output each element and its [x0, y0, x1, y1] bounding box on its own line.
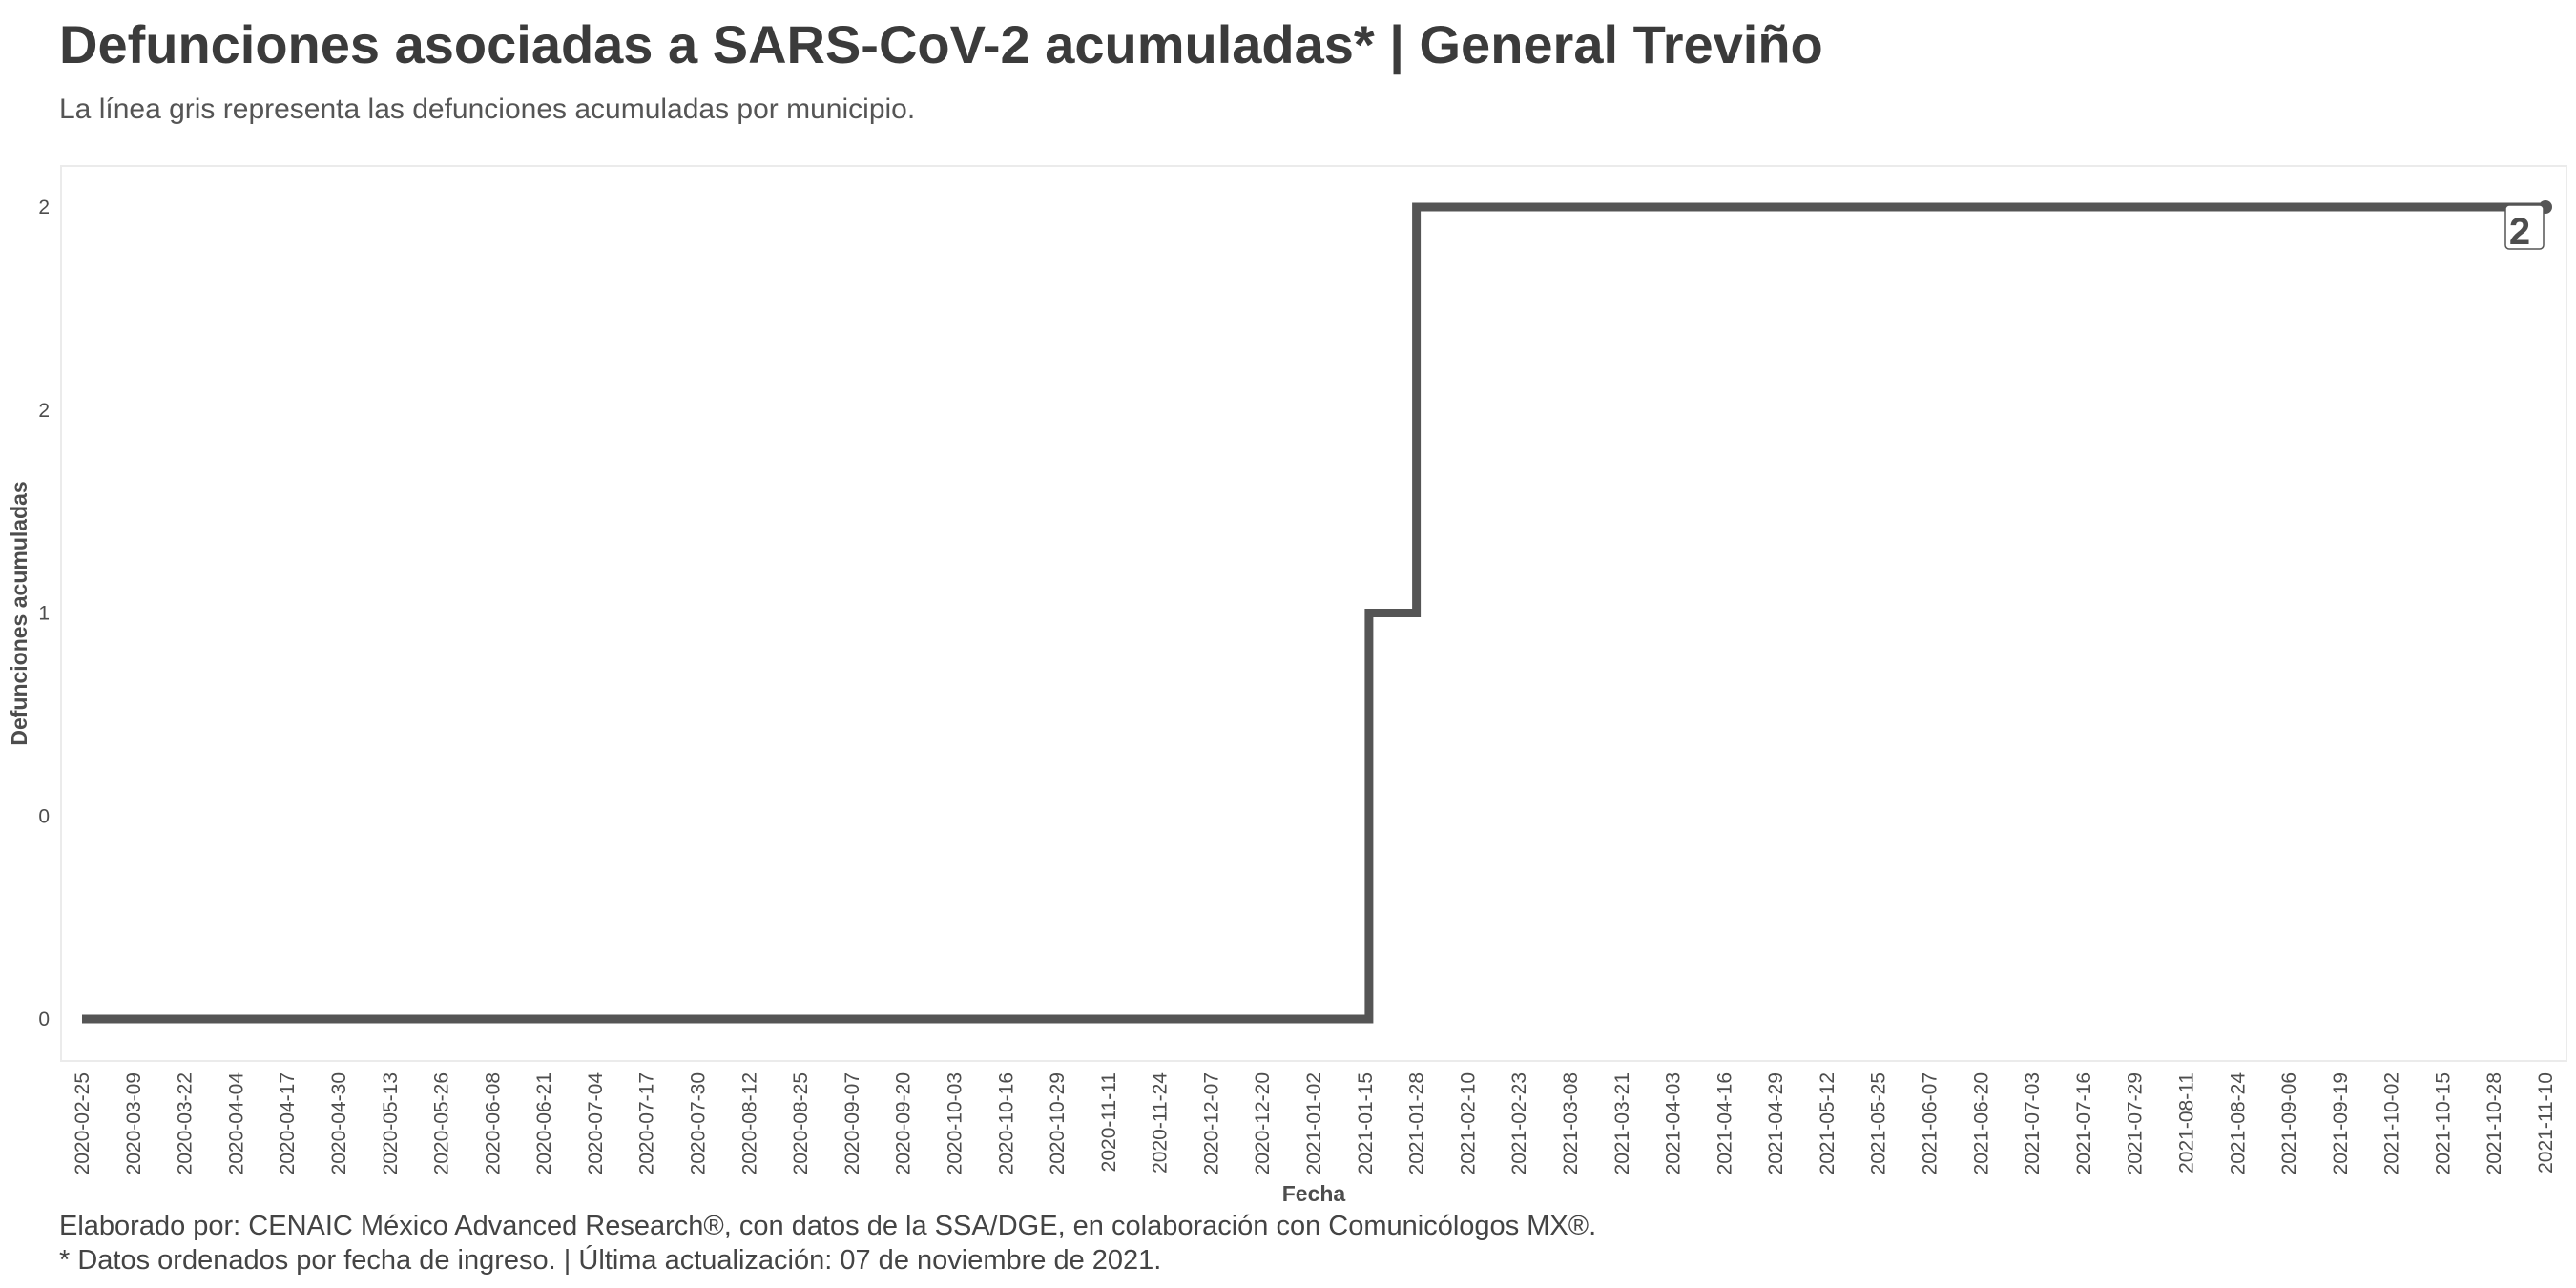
end-label: 2 — [2509, 211, 2530, 253]
end-label-box — [2504, 204, 2545, 250]
x-tick-label: 2021-10-15 — [2432, 1072, 2454, 1174]
x-tick-label: 2020-12-20 — [1252, 1072, 1274, 1174]
x-tick-label: 2020-09-07 — [841, 1072, 863, 1174]
x-tick-label: 2020-06-21 — [533, 1072, 555, 1174]
x-tick-label: 2020-04-17 — [277, 1072, 299, 1174]
x-tick-label: 2021-08-11 — [2175, 1072, 2197, 1174]
x-tick-label: 2021-10-28 — [2483, 1072, 2505, 1174]
x-tick-label: 2020-06-08 — [482, 1072, 504, 1174]
x-tick-label: 2021-03-08 — [1560, 1072, 1582, 1174]
x-tick-label: 2020-03-09 — [123, 1072, 145, 1174]
series-line — [82, 202, 2545, 1024]
y-axis-title: Defunciones acumuladas — [7, 481, 31, 745]
x-tick-label: 2020-10-16 — [995, 1072, 1017, 1174]
data-note: * Datos ordenados por fecha de ingreso. … — [59, 1245, 1162, 1276]
x-tick-label: 2021-04-16 — [1714, 1072, 1735, 1174]
x-axis-ticks: 2020-02-25 2020-03-09 2020-03-22 2020-04-04… — [72, 1072, 2557, 1175]
x-tick-label: 2020-11-11 — [1098, 1072, 1120, 1172]
x-tick-label: 2021-08-24 — [2227, 1072, 2249, 1175]
x-tick-label: 2020-07-17 — [636, 1072, 658, 1174]
source-note: Elaborado por: CENAIC México Advanced Re… — [59, 1211, 1597, 1241]
x-tick-label: 2020-10-03 — [944, 1072, 966, 1174]
y-tick-label: 0 — [38, 1008, 50, 1030]
x-tick-label: 2021-10-02 — [2381, 1072, 2403, 1174]
x-tick-label: 2020-08-25 — [790, 1072, 812, 1174]
x-tick-label: 2021-06-20 — [1970, 1072, 1992, 1174]
x-tick-label: 2020-11-24 — [1150, 1072, 1172, 1174]
x-tick-label: 2021-07-03 — [2022, 1072, 2044, 1174]
x-tick-label: 2021-04-29 — [1765, 1072, 1787, 1174]
x-tick-label: 2020-10-29 — [1047, 1072, 1069, 1174]
x-tick-label: 2021-09-19 — [2330, 1072, 2352, 1174]
x-tick-label: 2020-12-07 — [1200, 1072, 1222, 1174]
x-tick-label: 2021-01-28 — [1406, 1072, 1428, 1174]
x-tick-label: 2021-01-02 — [1303, 1072, 1325, 1174]
x-tick-label: 2021-04-03 — [1663, 1072, 1685, 1174]
y-axis-ticks: 0 0 1 2 2 — [38, 197, 50, 1030]
x-tick-label: 2021-07-29 — [2125, 1072, 2147, 1174]
y-tick-label: 1 — [38, 603, 50, 625]
x-tick-label: 2020-09-20 — [893, 1072, 915, 1174]
y-tick-label: 2 — [38, 197, 50, 218]
x-tick-label: 2020-03-22 — [175, 1072, 197, 1174]
x-tick-label: 2021-05-12 — [1817, 1072, 1839, 1174]
x-tick-label: 2021-06-07 — [1920, 1072, 1942, 1174]
y-tick-label: 2 — [38, 400, 50, 422]
x-tick-label: 2021-03-21 — [1611, 1072, 1633, 1174]
x-tick-label: 2020-04-30 — [328, 1072, 350, 1174]
x-tick-label: 2020-05-13 — [380, 1072, 402, 1174]
x-tick-label: 2021-05-25 — [1868, 1072, 1890, 1174]
x-tick-label: 2020-07-30 — [688, 1072, 710, 1174]
x-tick-label: 2021-07-16 — [2073, 1072, 2095, 1174]
x-tick-label: 2020-08-12 — [738, 1072, 760, 1174]
x-tick-label: 2020-04-04 — [225, 1072, 247, 1175]
chart-subtitle: La línea gris representa las defunciones… — [59, 93, 916, 125]
x-tick-label: 2021-01-15 — [1355, 1072, 1377, 1174]
x-tick-label: 2020-02-25 — [72, 1072, 93, 1174]
x-tick-label: 2021-02-10 — [1457, 1072, 1479, 1174]
x-tick-label: 2021-02-23 — [1508, 1072, 1530, 1174]
y-tick-label: 0 — [38, 805, 50, 827]
x-tick-label: 2021-11-10 — [2535, 1072, 2557, 1174]
x-tick-label: 2020-05-26 — [431, 1072, 453, 1174]
chart-title: Defunciones asociadas a SARS-CoV-2 acumu… — [59, 14, 1823, 74]
plot-panel — [60, 165, 2567, 1062]
x-axis-title: Fecha — [1282, 1181, 1346, 1206]
x-tick-label: 2020-07-04 — [585, 1072, 607, 1175]
x-tick-label: 2021-09-06 — [2278, 1072, 2300, 1174]
